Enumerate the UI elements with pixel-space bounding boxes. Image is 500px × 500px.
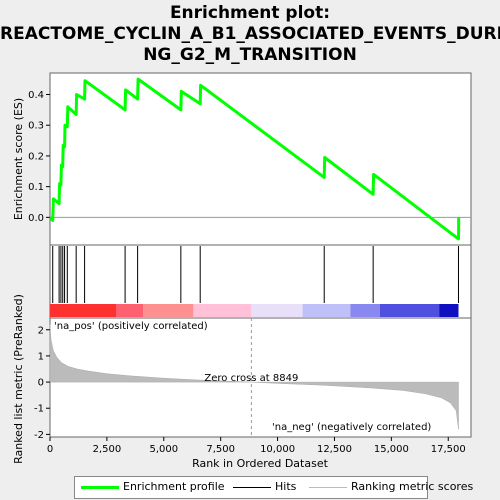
rank-xtick-label: 2,500 bbox=[93, 444, 122, 455]
title-line-1: Enrichment plot: bbox=[169, 3, 331, 23]
colorbar-segment bbox=[251, 304, 303, 317]
colorbar-segment bbox=[50, 304, 116, 317]
pos-correlated-label: 'na_pos' (positively correlated) bbox=[54, 321, 208, 332]
hits-layer bbox=[52, 246, 459, 303]
rank-xtick-label: 7,500 bbox=[206, 444, 235, 455]
rank-ytick-label: 1 bbox=[38, 351, 44, 362]
colorbar-segment bbox=[439, 304, 459, 317]
enrichment-panel bbox=[49, 72, 472, 246]
rank-axis-label: Ranked list metric (PreRanked) bbox=[12, 294, 25, 464]
es-axis-label: Enrichment score (ES) bbox=[12, 98, 25, 220]
legend-enrichment-label: Enrichment profile bbox=[123, 480, 225, 493]
colorbar-segment bbox=[302, 304, 351, 317]
ranking-metric-area bbox=[49, 324, 459, 430]
enrichment-layer: 0.0 0.1 0.2 0.3 0.4 bbox=[28, 77, 471, 241]
es-ytick-label: 0.0 bbox=[28, 213, 44, 224]
zero-cross-label: Zero cross at 8849 bbox=[204, 373, 298, 384]
rank-ytick-label: -1 bbox=[34, 404, 44, 415]
title-line-3: NG_G2_M_TRANSITION bbox=[143, 45, 357, 65]
rank-ytick-label: 2 bbox=[38, 325, 44, 336]
es-ytick-label: 0.3 bbox=[28, 121, 44, 132]
title-line-2: REACTOME_CYCLIN_A_B1_ASSOCIATED_EVENTS_D… bbox=[0, 24, 500, 44]
es-ytick-label: 0.1 bbox=[28, 182, 44, 193]
colorbar-segment bbox=[115, 304, 144, 317]
colorbar-segment bbox=[143, 304, 194, 317]
ranked-list-layer: -2 -1 0 1 2 0 2,500 5,000 7,500 10,000 12,500 15,00… bbox=[34, 318, 466, 455]
rank-xtick-label: 12,500 bbox=[317, 444, 352, 455]
legend-hits-swatch bbox=[233, 487, 271, 488]
legend: Enrichment profile Hits Ranking metric s… bbox=[74, 476, 473, 499]
legend-enrichment-swatch bbox=[81, 486, 119, 489]
colorbar-segment bbox=[350, 304, 380, 317]
es-ytick-label: 0.4 bbox=[28, 90, 44, 101]
colorbar-segment bbox=[193, 304, 252, 317]
colorbar-layer bbox=[50, 304, 459, 317]
x-axis-label: Rank in Ordered Dataset bbox=[192, 457, 329, 470]
rank-xtick-label: 15,000 bbox=[374, 444, 409, 455]
rank-xtick-label: 0 bbox=[47, 444, 53, 455]
rank-xtick-label: 5,000 bbox=[149, 444, 178, 455]
colorbar-segment bbox=[379, 304, 440, 317]
es-ytick-label: 0.2 bbox=[28, 151, 44, 162]
rank-ytick-label: 0 bbox=[38, 378, 44, 389]
rank-xtick-label: 17,500 bbox=[431, 444, 466, 455]
rank-ytick-label: -2 bbox=[34, 430, 44, 441]
neg-correlated-label: 'na_neg' (negatively correlated) bbox=[272, 422, 431, 433]
rank-xtick-label: 10,000 bbox=[260, 444, 295, 455]
legend-hits-label: Hits bbox=[275, 480, 297, 493]
legend-ranking-label: Ranking metric scores bbox=[351, 480, 474, 493]
enrichment-profile-line bbox=[48, 77, 461, 241]
legend-ranking-swatch bbox=[309, 487, 347, 488]
